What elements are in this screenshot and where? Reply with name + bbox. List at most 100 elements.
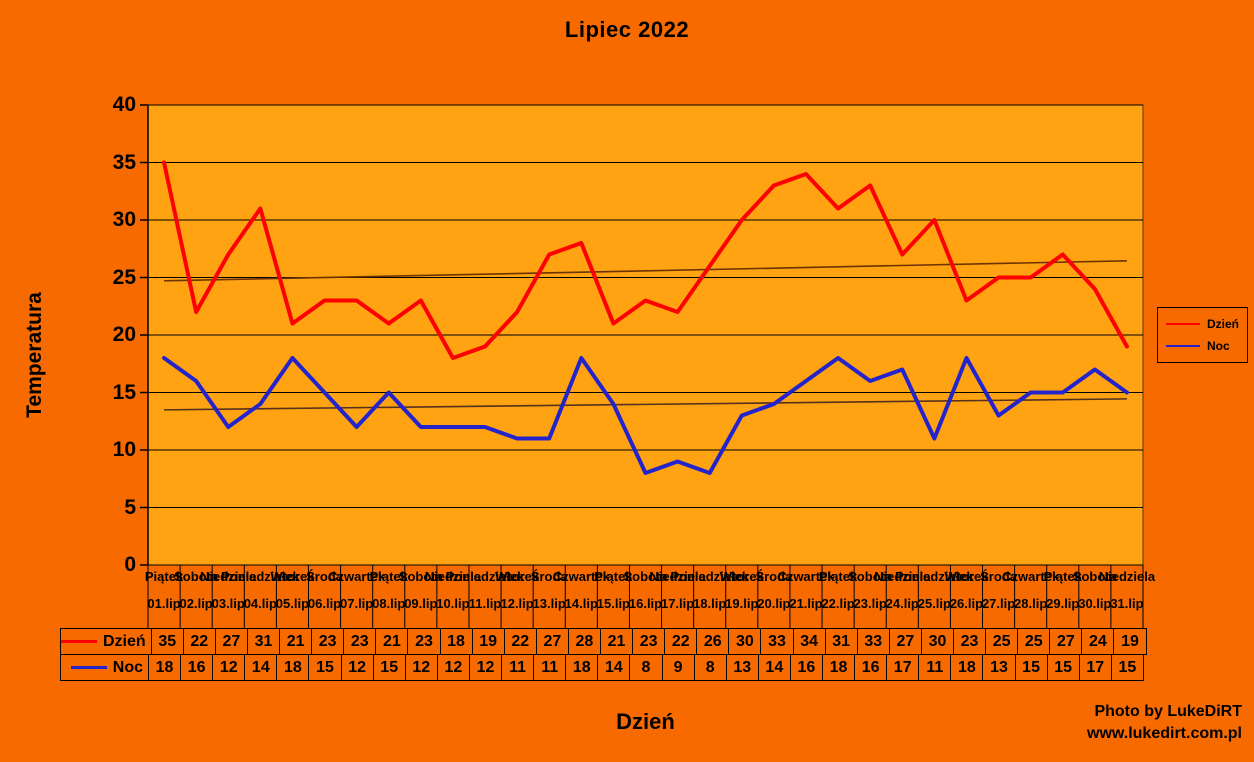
legend: Dzień Noc [1157,307,1248,363]
x-category-day-label: Wtorek [719,569,764,584]
table-cell: 25 [1018,629,1051,655]
table-cell: 13 [726,655,759,681]
table-cell: 35 [151,629,184,655]
table-cell: 26 [697,629,730,655]
watermark: Photo by LukeDiRT www.lukedirt.com.pl [1087,701,1242,745]
x-category-day-label: Poniedziałek [670,569,750,584]
watermark-line1: Photo by LukeDiRT [1094,703,1242,720]
x-category-date-label: 16.lip [628,596,663,611]
trendline-dzień [164,260,1127,282]
x-category-day-label: Piątek [144,569,184,584]
table-cell: 18 [951,655,984,681]
table-cell: 8 [694,655,727,681]
noc-line-swatch-icon [70,666,107,669]
table-cell: 19 [1114,629,1147,655]
x-category-date-label: 28.lip [1014,596,1048,611]
table-cell: 13 [983,655,1016,681]
table-cell: 23 [954,629,987,655]
x-category-day-label: Środa [306,569,343,584]
x-category-date-label: 21.lip [789,596,823,611]
table-row-label: Dzień [103,632,146,650]
table-cell: 31 [825,629,858,655]
x-category-day-label: Piątek [818,569,858,584]
x-category-day-label: Wtorek [495,569,540,584]
table-cell: 22 [183,629,216,655]
series-line-dzień [162,160,1129,360]
chart-title: Lipiec 2022 [564,17,690,42]
table-cell: 21 [600,629,634,655]
x-category-day-label: Piątek [369,569,408,584]
x-category-date-label: 11.lip [468,596,502,611]
x-category-day-label: Sobota [174,569,219,584]
table-cell: 16 [790,655,823,681]
table-cell: 17 [887,655,920,681]
trendline-noc [164,398,1127,411]
series-line-noc [162,356,1129,475]
x-category-day-label: Niedziela [649,569,706,584]
x-category-date-label: 02.lip [179,596,213,611]
y-tick-label: 5 [124,495,136,519]
table-cell: 9 [662,655,695,681]
table-row-header: Noc [61,655,149,681]
table-cell: 16 [855,655,888,681]
x-category-day-label: Sobota [398,569,443,584]
x-category-date-label: 09.lip [404,596,438,611]
x-category-date-label: 25.lip [917,596,951,611]
legend-item-dzien: Dzień [1158,317,1247,331]
x-category-day-label: Czwartek [328,569,386,584]
table-row-header: Dzień [61,629,152,655]
table-cell: 12 [405,655,438,681]
table-cell: 18 [566,655,599,681]
x-category-date-label: 29.lip [1046,596,1080,611]
table-cell: 23 [408,629,441,655]
data-table: Dzień 35 22 27 31 21 23 23 21 23 18 19 22 27 28 21 23 22 2… [60,628,1147,681]
legend-label-noc: Noc [1207,339,1230,354]
table-cell: 15 [1111,655,1144,681]
table-row-noc: Noc 18 16 12 14 18 15 12 15 12 12 12 11 11 18 14 8 9 8 13 14… [61,655,1147,681]
table-cell: 24 [1082,629,1115,655]
table-cell: 18 [440,629,473,655]
x-category-date-label: 27.lip [981,596,1016,611]
y-tick-label: 40 [112,93,136,116]
table-cell: 18 [277,655,310,681]
y-tick-label: 0 [124,553,136,576]
x-category-day-label: Piątek [594,569,633,584]
table-cell: 21 [376,629,409,655]
y-tick-label: 35 [112,150,136,174]
table-cell: 15 [1047,655,1080,681]
x-category-day-label: Poniedziałek [220,569,300,584]
table-row-label: Noc [112,658,143,676]
x-category-day-label: Niedziela [424,569,482,584]
table-cell: 22 [504,629,537,655]
y-tick-label: 30 [112,208,136,231]
table-cell: 11 [502,655,535,681]
x-category-day-label: Czwartek [552,569,610,584]
y-tick-label: 25 [112,265,136,289]
table-cell: 14 [758,655,791,681]
x-category-date-label: 24.lip [885,596,919,611]
table-cell: 15 [1015,655,1048,681]
x-category-day-label: Wtorek [944,569,989,584]
table-cell: 27 [215,629,248,655]
x-category-day-label: Sobota [623,569,668,584]
table-cell: 16 [181,655,214,681]
table-cell: 21 [280,629,313,655]
x-category-date-label: 05.lip [275,596,310,611]
dzien-line-swatch-icon [1166,322,1200,325]
y-tick-label: 15 [112,380,136,404]
table-cell: 19 [472,629,505,655]
x-category-date-label: 19.lip [725,596,759,611]
table-cell: 12 [437,655,470,681]
table-row-dzień: Dzień 35 22 27 31 21 23 23 21 23 18 19 22 27 28 21 23 22 2… [61,629,1147,655]
x-category-date-label: 04.lip [243,596,277,611]
y-tick-label: 10 [112,438,136,461]
table-cell: 28 [568,629,601,655]
table-cell: 15 [373,655,406,681]
table-cell: 25 [986,629,1019,655]
x-category-date-label: 07.lip [340,596,374,611]
x-category-day-label: Czwartek [1002,569,1060,584]
table-cell: 23 [312,629,345,655]
x-category-date-label: 23.lip [853,596,887,611]
x-category-date-label: 30.lip [1078,596,1112,611]
